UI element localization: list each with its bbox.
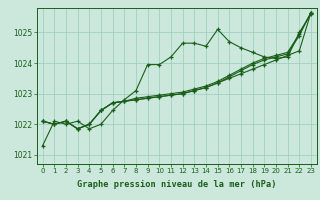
X-axis label: Graphe pression niveau de la mer (hPa): Graphe pression niveau de la mer (hPa) xyxy=(77,180,276,189)
